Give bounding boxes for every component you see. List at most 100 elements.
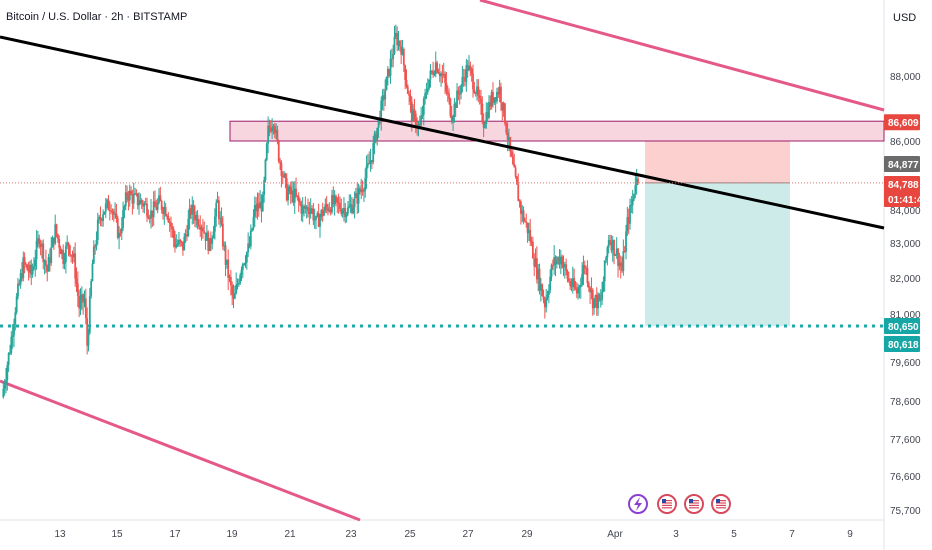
candle [79, 288, 82, 316]
candle [397, 30, 400, 51]
candle-body [23, 257, 26, 264]
candle-body [409, 95, 412, 102]
candle [60, 249, 63, 259]
candle-body [297, 196, 300, 202]
candle-body [410, 101, 413, 122]
support-low-label-bg [884, 336, 920, 352]
candle-body [140, 199, 143, 204]
candle-body [88, 296, 91, 333]
candle-body [21, 273, 23, 279]
candle-body [357, 188, 360, 204]
candle-body [332, 195, 335, 205]
time-axis[interactable]: 13 15 17 19 21 23 25 27 29 Apr 3 5 7 9 [54, 529, 853, 540]
event-markers[interactable] [628, 494, 731, 514]
candle [215, 199, 218, 227]
candle-body [167, 215, 170, 222]
candle-body [464, 77, 466, 82]
y-tick-label: 78,600 [890, 397, 921, 408]
candle [247, 232, 250, 258]
candle [488, 95, 490, 120]
candle [504, 102, 506, 126]
candle-body [543, 300, 546, 308]
candle [119, 228, 122, 237]
candle-body [80, 294, 83, 300]
candle-body [377, 118, 380, 128]
candle [333, 190, 336, 216]
trendline [0, 35, 885, 230]
candle-body [87, 332, 90, 346]
candle-body [446, 91, 449, 94]
candle-body [635, 178, 638, 186]
candle-body [199, 226, 202, 230]
candle-body [625, 231, 627, 252]
candle-body [634, 185, 637, 194]
candle [276, 125, 279, 145]
candle-body [107, 199, 110, 211]
candle [280, 160, 283, 188]
candle [284, 172, 287, 189]
candle-body [126, 192, 128, 196]
candle-body [2, 388, 5, 398]
candle [565, 258, 568, 276]
candle [180, 240, 183, 247]
candle-body [37, 238, 39, 241]
candle [466, 59, 469, 78]
candle [324, 198, 327, 213]
candle [95, 231, 98, 251]
candle [281, 171, 284, 185]
zones [229, 120, 885, 326]
candle-body [472, 73, 474, 90]
candle-body [240, 269, 243, 275]
candle-body [452, 117, 454, 123]
candle [480, 89, 482, 115]
candle-body [209, 238, 212, 244]
candle-body [587, 282, 590, 288]
candle-body [541, 284, 544, 296]
candle-body [150, 210, 152, 219]
candle-body [345, 213, 348, 218]
candle-body [139, 199, 142, 205]
candle-body [349, 204, 352, 206]
candle-body [509, 137, 512, 152]
candle-body [76, 283, 79, 296]
candle [531, 236, 534, 259]
candle [217, 196, 220, 225]
candle [412, 104, 415, 122]
candle [413, 99, 416, 123]
flag-stripe [689, 507, 699, 509]
candle-body [280, 162, 283, 177]
candle [150, 198, 152, 229]
candle-body [347, 207, 349, 214]
candle [496, 87, 498, 104]
candle-body [396, 33, 399, 46]
candle [339, 196, 341, 212]
candle-body [558, 257, 561, 265]
candle [209, 231, 212, 252]
candle-body [417, 123, 420, 128]
candle [245, 251, 248, 270]
candle-body [225, 259, 228, 265]
price-axis[interactable]: 75,700 76,600 77,600 78,600 79,600 81,000 82,0… [884, 72, 928, 517]
candle-body [490, 91, 493, 107]
candle-body [514, 167, 517, 177]
candle-body [408, 93, 411, 96]
candle [291, 180, 293, 203]
candle [329, 207, 332, 216]
candle-body [261, 194, 264, 212]
candle [163, 200, 166, 225]
candle-body [118, 232, 120, 238]
candle-body [484, 124, 486, 128]
candle [51, 235, 54, 248]
candle-body [96, 219, 99, 240]
candle [513, 153, 516, 168]
candle-body [533, 258, 536, 267]
candle [118, 225, 120, 250]
candle-body [534, 258, 537, 267]
currency-selector[interactable]: USD [893, 12, 917, 24]
candle-body [92, 246, 95, 264]
candle [630, 195, 633, 214]
candle-body [277, 140, 280, 162]
candle-body [476, 86, 478, 94]
candle-body [54, 224, 57, 244]
